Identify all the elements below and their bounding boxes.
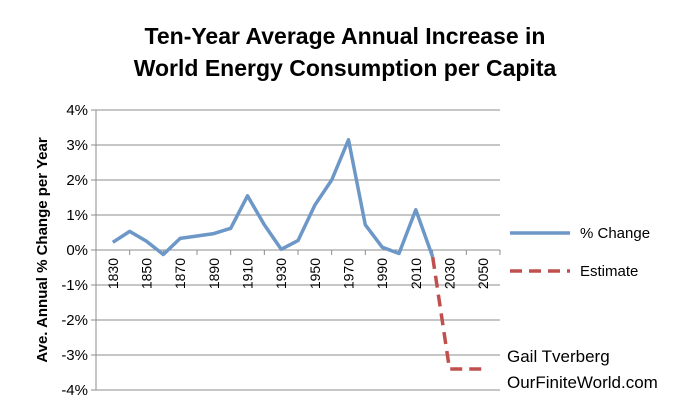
gridlines xyxy=(96,109,500,391)
legend-label: Estimate xyxy=(580,263,638,280)
credit-annotation: Gail Tverberg OurFiniteWorld.com xyxy=(507,347,658,392)
y-tick-label: 1% xyxy=(66,207,88,224)
y-tick-label: -2% xyxy=(61,312,88,329)
legend-label: % Change xyxy=(580,225,650,242)
y-tick-label: -3% xyxy=(61,347,88,364)
x-tick-label: 2050 xyxy=(475,258,491,289)
x-tick-label: 1910 xyxy=(240,258,256,289)
x-tick-label: 1930 xyxy=(273,258,289,289)
y-tick-label: 2% xyxy=(66,172,88,189)
chart-title: Ten-Year Average Annual Increase in Worl… xyxy=(134,23,557,81)
series-line-percent-change xyxy=(111,138,435,258)
y-tick-label: -1% xyxy=(61,277,88,294)
chart-title-line-2: World Energy Consumption per Capita xyxy=(134,55,557,81)
x-tick-label: 1850 xyxy=(139,258,155,289)
x-tick-labels: 1830 1850 1870 1890 1910 1930 1950 1970 1990 2010… xyxy=(105,258,491,289)
x-tick-label: 2010 xyxy=(408,258,424,289)
x-tick-label: 1970 xyxy=(341,258,357,289)
y-tick-label: 4% xyxy=(66,102,88,119)
y-tick-label: 3% xyxy=(66,137,88,154)
x-tick-label: 1890 xyxy=(206,258,222,289)
legend: % Change Estimate xyxy=(510,225,650,280)
x-tick-label: 1990 xyxy=(374,258,390,289)
chart-title-line-1: Ten-Year Average Annual Increase in xyxy=(145,23,546,49)
x-tick-label: 1830 xyxy=(105,258,121,289)
website-name: OurFiniteWorld.com xyxy=(507,373,658,392)
series-line-estimate xyxy=(430,256,484,371)
y-axis-label: Ave. Annual % Change per Year xyxy=(34,137,51,363)
axes xyxy=(91,109,501,391)
y-tick-label: -4% xyxy=(61,382,88,399)
data-series xyxy=(111,138,484,371)
x-tick-label: 2030 xyxy=(442,258,458,289)
x-tick-label: 1950 xyxy=(307,258,323,289)
x-tick-label: 1870 xyxy=(172,258,188,289)
y-tick-labels: 4% 3% 2% 1% 0% -1% -2% -3% -4% xyxy=(61,102,88,399)
y-tick-label: 0% xyxy=(66,242,88,259)
author-name: Gail Tverberg xyxy=(507,347,610,366)
